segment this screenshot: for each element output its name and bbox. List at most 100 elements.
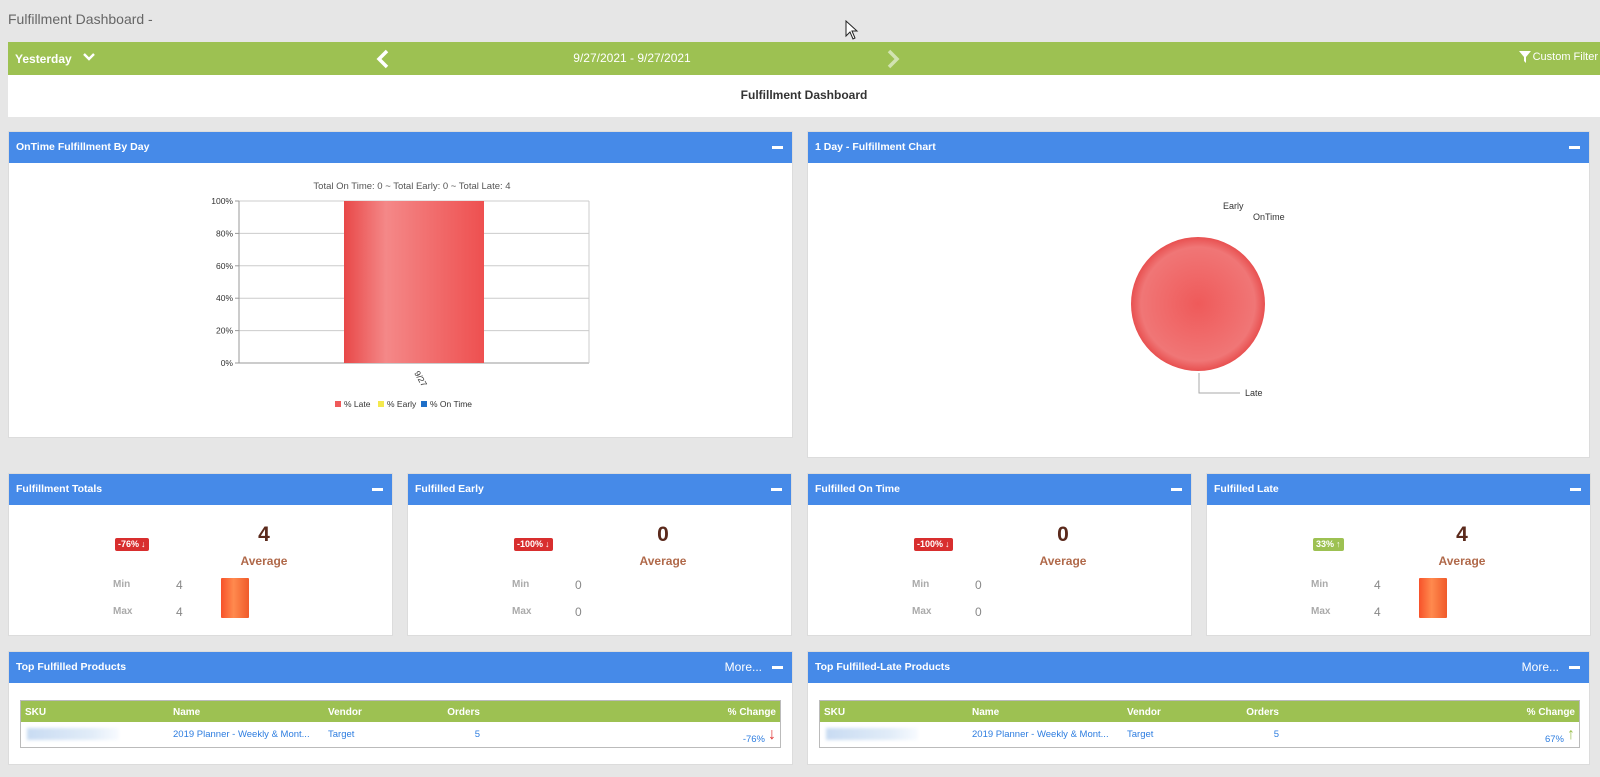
change-arrow-icon: ↑	[1336, 539, 1341, 549]
average-label: Average	[639, 554, 687, 568]
date-filter-bar: Yesterday 9/27/2021 - 9/27/2021 Custom F…	[8, 42, 1600, 75]
bar-late[interactable]	[344, 201, 484, 363]
minus-icon[interactable]	[1171, 488, 1182, 491]
ontime-fulfillment-panel: OnTime Fulfillment By Day Total On Time:…	[8, 131, 793, 438]
legend-swatch	[421, 401, 427, 407]
min-value: 0	[575, 578, 582, 592]
fulfillment-pie-panel: 1 Day - Fulfillment Chart Early OnTime Lat…	[807, 131, 1590, 458]
table-header: SKU Name Orders Vendor % Change	[21, 701, 780, 722]
minus-icon[interactable]	[372, 488, 383, 491]
x-tick-label: 9/27	[412, 369, 429, 389]
panel-header: Fulfillment Totals	[9, 474, 392, 505]
stat-panel: Fulfillment Totals -76% ↓ 4 Average Min 4 Max 4	[8, 473, 393, 636]
custom-filter-button[interactable]: Custom Filter	[1518, 51, 1598, 63]
panel-title: Fulfilled Late	[1214, 483, 1279, 495]
panel-header: Top Fulfilled Products More...	[9, 652, 792, 683]
top-products-panel: Top Fulfilled Products More... SKU Name Or…	[8, 651, 793, 765]
minus-icon[interactable]	[1570, 488, 1581, 491]
minus-icon[interactable]	[1569, 146, 1580, 149]
panel-title: Top Fulfilled Products	[16, 661, 127, 673]
change-arrow-icon: ↓	[545, 539, 550, 549]
min-value: 4	[176, 578, 183, 592]
legend-label[interactable]: % Early	[387, 399, 417, 409]
date-range-dropdown[interactable]: Yesterday	[15, 52, 72, 66]
top-late-products-panel: Top Fulfilled-Late Products More... SKU N…	[807, 651, 1590, 765]
column-header[interactable]: Vendor	[1127, 707, 1161, 718]
panel-title: Top Fulfilled-Late Products	[815, 661, 951, 673]
arrow-cursor-icon	[845, 20, 859, 40]
pie-label-connector	[1198, 373, 1240, 394]
y-tick-label: 80%	[216, 228, 233, 238]
panel-title: Fulfillment Totals	[16, 483, 103, 495]
average-label: Average	[240, 554, 288, 568]
more-link[interactable]: More...	[724, 660, 762, 674]
panel-header: 1 Day - Fulfillment Chart	[808, 132, 1589, 163]
minus-icon[interactable]	[772, 146, 783, 149]
min-label: Min	[912, 579, 930, 590]
table-row[interactable]: 2019 Planner - Weekly & Mont... 5 Target 67…	[820, 722, 1579, 747]
change-arrow-icon: ↑	[1567, 726, 1575, 743]
panel-header: Fulfilled On Time	[808, 474, 1191, 505]
change-badge: 33% ↑	[1313, 538, 1344, 551]
stat-panel: Fulfilled Early -100% ↓ 0 Average Min 0 Max 0	[407, 473, 792, 636]
panel-title: Fulfilled Early	[415, 483, 484, 495]
column-header[interactable]: Orders	[1246, 707, 1279, 718]
table-row[interactable]: 2019 Planner - Weekly & Mont... 5 Target -7…	[21, 722, 780, 747]
stat-value: 0	[1057, 523, 1069, 546]
y-tick-label: 100%	[211, 196, 233, 206]
more-link[interactable]: More...	[1521, 660, 1559, 674]
pie-label: Early	[1223, 201, 1244, 211]
ontime-bar-chart: Total On Time: 0 ~ Total Early: 0 ~ Tota…	[211, 181, 590, 409]
column-header[interactable]: Orders	[447, 707, 480, 718]
fulfillment-pie-chart: Early OnTime Late	[1131, 201, 1285, 398]
change-percent: -100%	[917, 539, 944, 549]
average-label: Average	[1039, 554, 1087, 568]
change-badge: -100% ↓	[914, 538, 953, 551]
legend-label[interactable]: % On Time	[430, 399, 472, 409]
chevron-down-icon[interactable]	[82, 50, 96, 64]
column-header[interactable]: % Change	[727, 707, 776, 718]
vendor-link[interactable]: Target	[1127, 729, 1154, 740]
stat-panel: Fulfilled Late 33% ↑ 4 Average Min 4 Max 4	[1206, 473, 1591, 636]
y-tick-label: 20%	[216, 326, 233, 336]
pie-slice-late[interactable]	[1131, 237, 1265, 371]
column-header[interactable]: Name	[173, 707, 201, 718]
percent-change-value: -76%	[742, 734, 765, 745]
min-label: Min	[512, 579, 530, 590]
chevron-right-icon[interactable]	[886, 49, 900, 69]
change-arrow-icon: ↓	[768, 726, 776, 743]
orders-count: 5	[1273, 729, 1279, 740]
stat-value: 0	[657, 523, 669, 546]
average-label: Average	[1438, 554, 1486, 568]
chevron-left-icon[interactable]	[376, 49, 390, 69]
column-header[interactable]: Vendor	[328, 707, 362, 718]
product-name-link[interactable]: 2019 Planner - Weekly & Mont...	[173, 729, 310, 740]
change-percent: -100%	[517, 539, 544, 549]
percent-change: -76% ↓	[742, 726, 776, 745]
column-header[interactable]: SKU	[824, 707, 846, 718]
vendor-link[interactable]: Target	[328, 729, 355, 740]
column-header[interactable]: % Change	[1526, 707, 1575, 718]
minus-icon[interactable]	[772, 666, 783, 669]
max-label: Max	[1311, 606, 1331, 617]
custom-filter-label: Custom Filter	[1532, 51, 1598, 63]
date-range-text: 9/27/2021 - 9/27/2021	[573, 51, 691, 65]
table-header: SKU Name Orders Vendor % Change	[820, 701, 1579, 722]
mini-bar	[1419, 578, 1447, 618]
legend-label[interactable]: % Late	[344, 399, 371, 409]
minus-icon[interactable]	[1569, 666, 1580, 669]
max-value: 0	[975, 605, 982, 619]
stat-panel: Fulfilled On Time -100% ↓ 0 Average Min 0 Max 0	[807, 473, 1192, 636]
minus-icon[interactable]	[771, 488, 782, 491]
percent-change-value: 67%	[1544, 734, 1564, 745]
filter-icon	[1518, 51, 1531, 63]
change-badge: -100% ↓	[514, 538, 553, 551]
column-header[interactable]: Name	[972, 707, 1000, 718]
change-arrow-icon: ↓	[141, 539, 146, 549]
product-name-link[interactable]: 2019 Planner - Weekly & Mont...	[972, 729, 1109, 740]
mini-bar	[221, 578, 249, 618]
y-tick-label: 0%	[221, 358, 234, 368]
column-header[interactable]: SKU	[25, 707, 47, 718]
panel-header: Top Fulfilled-Late Products More...	[808, 652, 1589, 683]
sku-redacted	[826, 728, 918, 740]
